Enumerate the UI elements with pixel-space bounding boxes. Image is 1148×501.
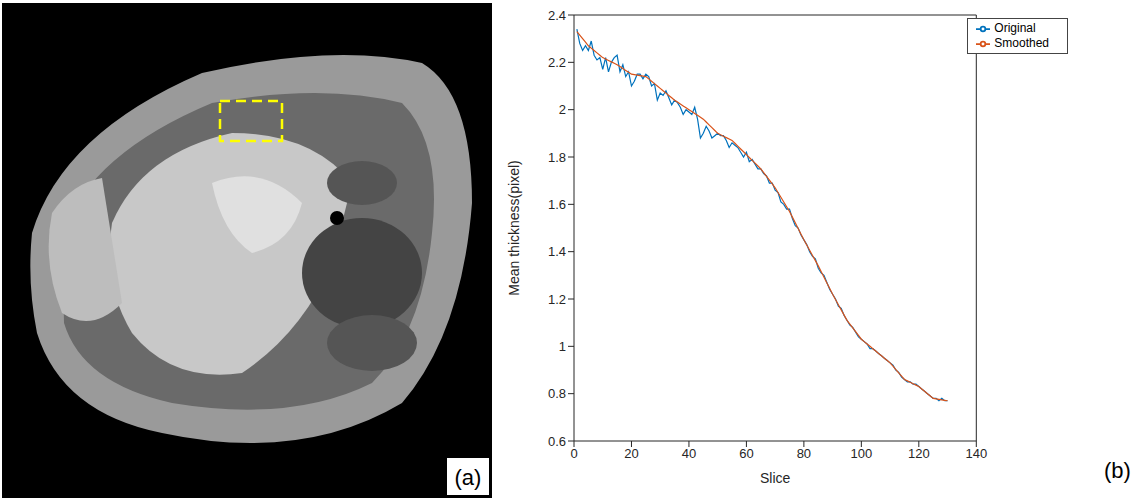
svg-text:2.2: 2.2 [548,55,566,70]
svg-text:1.8: 1.8 [548,150,566,165]
svg-text:Mean thickness(pixel): Mean thickness(pixel) [506,160,522,295]
svg-text:0: 0 [570,446,577,461]
svg-text:80: 80 [797,446,811,461]
svg-text:0.6: 0.6 [548,434,566,449]
svg-text:1: 1 [559,339,566,354]
html-text:Smoothed: Smoothed [994,35,1049,50]
svg-text:2: 2 [559,102,566,117]
svg-text:120: 120 [908,446,930,461]
svg-text:0.8: 0.8 [548,386,566,401]
svg-text:1.4: 1.4 [548,244,566,259]
html-text:(b): (b) [1104,458,1131,483]
html-text:Original: Original [994,21,1036,35]
svg-text:140: 140 [965,446,987,461]
svg-text:1.2: 1.2 [548,292,566,307]
svg-text:20: 20 [624,446,638,461]
svg-text:60: 60 [739,446,753,461]
svg-text:(a): (a) [455,465,482,490]
svg-text:40: 40 [682,446,696,461]
svg-text:1.6: 1.6 [548,197,566,212]
svg-text:2.4: 2.4 [548,8,566,23]
svg-text:Slice: Slice [760,470,791,486]
svg-text:100: 100 [851,446,873,461]
